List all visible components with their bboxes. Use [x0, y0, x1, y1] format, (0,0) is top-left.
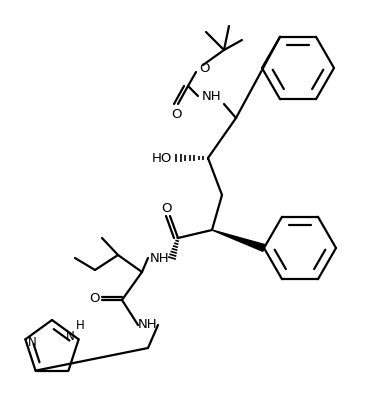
Polygon shape [212, 230, 265, 251]
Text: HO: HO [152, 152, 172, 164]
Text: O: O [199, 62, 209, 75]
Text: N: N [66, 330, 75, 343]
Text: O: O [89, 293, 99, 305]
Text: O: O [161, 201, 171, 214]
Text: O: O [171, 107, 181, 120]
Text: N: N [28, 336, 37, 349]
Text: NH: NH [150, 252, 170, 265]
Text: H: H [76, 319, 85, 332]
Text: NH: NH [202, 90, 222, 102]
Text: NH: NH [138, 318, 158, 331]
